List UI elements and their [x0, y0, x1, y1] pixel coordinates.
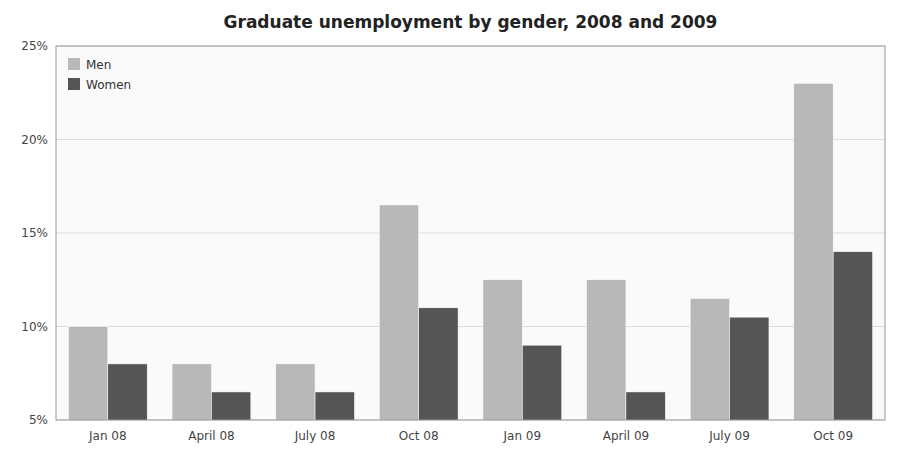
bar [211, 392, 250, 420]
x-tick-label: July 08 [294, 429, 336, 443]
x-tick-label: Jan 08 [88, 429, 127, 443]
grid-line [56, 233, 885, 234]
x-tick-label: Oct 09 [813, 429, 853, 443]
bar [276, 364, 315, 420]
grid-line [56, 139, 885, 140]
y-tick-label: 5% [29, 413, 48, 427]
x-tick-label: July 09 [708, 429, 750, 443]
bar [587, 280, 626, 420]
legend-swatch [68, 78, 80, 90]
x-tick-label: Oct 08 [399, 429, 439, 443]
legend-label: Men [86, 58, 111, 72]
y-tick-label: 25% [21, 39, 48, 53]
legend-label: Women [86, 78, 131, 92]
y-tick-label: 20% [21, 133, 48, 147]
legend-swatch [68, 58, 80, 70]
title: Graduate unemployment by gender, 2008 an… [224, 12, 718, 32]
y-tick-label: 15% [21, 226, 48, 240]
plot-frame [56, 46, 885, 420]
bar [833, 252, 872, 420]
bar [626, 392, 665, 420]
chart-container: Graduate unemployment by gender, 2008 an… [0, 0, 905, 458]
bar [108, 364, 147, 420]
bar [690, 298, 729, 420]
legend: Men Women [68, 58, 131, 92]
bar [522, 345, 561, 420]
bar [172, 364, 211, 420]
x-tick-label: Jan 09 [503, 429, 542, 443]
x-tick-label: April 09 [603, 429, 650, 443]
bar [483, 280, 522, 420]
bar [315, 392, 354, 420]
y-tick-label: 10% [21, 320, 48, 334]
bar [794, 83, 833, 420]
bar [68, 327, 107, 421]
bar [419, 308, 458, 420]
chart-svg: Graduate unemployment by gender, 2008 an… [0, 0, 905, 458]
bar [730, 317, 769, 420]
bars [68, 83, 872, 420]
x-tick-label: April 08 [188, 429, 235, 443]
bar [379, 205, 418, 420]
